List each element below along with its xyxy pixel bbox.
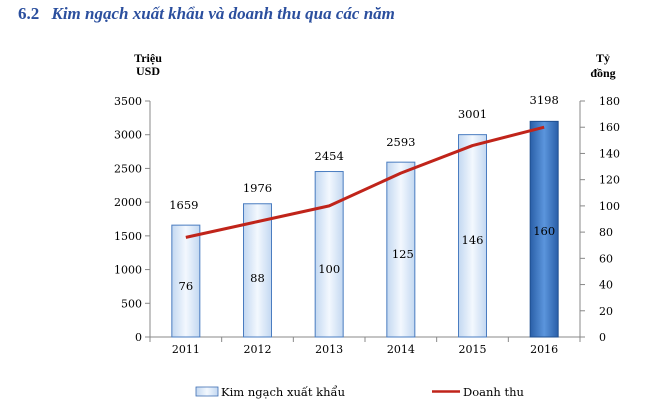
right-tick-label: 40 xyxy=(599,279,613,292)
x-tick-label: 2014 xyxy=(387,343,415,356)
bar xyxy=(314,171,344,338)
x-tick-label: 2011 xyxy=(172,343,200,356)
x-tick-label: 2012 xyxy=(244,343,272,356)
x-tick-label: 2015 xyxy=(459,343,487,356)
right-tick-label: 0 xyxy=(599,331,606,344)
left-tick-label: 500 xyxy=(121,297,142,310)
bar-value-label: 3198 xyxy=(530,93,559,107)
bar xyxy=(458,134,487,338)
bar-value-label: 1976 xyxy=(243,181,272,195)
right-tick-label: 120 xyxy=(599,174,620,187)
bar xyxy=(529,120,559,338)
bar xyxy=(386,161,416,338)
left-tick-label: 2500 xyxy=(114,162,142,175)
right-axis-unit-line1: Tỷ xyxy=(596,51,610,65)
x-tick-label: 2013 xyxy=(315,343,343,356)
left-tick-label: 0 xyxy=(135,331,142,344)
left-tick-label: 3000 xyxy=(114,129,142,142)
line-value-label: 88 xyxy=(250,271,265,285)
right-tick-label: 60 xyxy=(599,252,613,265)
line-value-label: 100 xyxy=(318,262,340,276)
left-tick-label: 1500 xyxy=(114,230,142,243)
legend-bar-label: Kim ngạch xuất khẩu xyxy=(221,385,345,399)
bar-value-label: 2593 xyxy=(386,135,415,149)
left-axis-unit-line1: Triệu xyxy=(134,51,162,65)
left-tick-label: 1000 xyxy=(114,264,142,277)
bar xyxy=(171,224,201,338)
right-tick-label: 180 xyxy=(599,95,620,108)
section-heading: 6.2 Kim ngạch xuất khẩu và doanh thu qua… xyxy=(18,4,395,24)
bar-value-label: 2454 xyxy=(315,149,344,163)
right-tick-label: 160 xyxy=(599,121,620,134)
line-value-label: 76 xyxy=(179,279,194,293)
x-tick-label: 2016 xyxy=(530,343,558,356)
line-value-label: 125 xyxy=(392,247,414,261)
bar xyxy=(243,203,272,338)
line-value-label: 146 xyxy=(462,233,484,247)
bar-value-label: 3001 xyxy=(458,107,487,121)
revenue-line xyxy=(185,125,545,239)
left-tick-label: 2000 xyxy=(114,196,142,209)
bar-value-label: 1659 xyxy=(169,198,198,212)
section-number: 6.2 xyxy=(18,4,40,23)
legend: Kim ngạch xuất khẩu Doanh thu xyxy=(195,385,524,399)
section-title: Kim ngạch xuất khẩu và doanh thu qua các… xyxy=(51,4,395,23)
right-tick-label: 100 xyxy=(599,200,620,213)
right-tick-label: 140 xyxy=(599,147,620,160)
legend-line-label: Doanh thu xyxy=(463,385,524,399)
right-axis-unit-line2: đồng xyxy=(590,66,615,80)
plot-area: 0 500 1000 1500 2000 2500 3000 3500 0 20 40 60 80 100… xyxy=(114,93,620,356)
legend-bar-swatch xyxy=(195,386,219,397)
right-tick-label: 80 xyxy=(599,226,613,239)
left-axis-unit-line2: USD xyxy=(136,64,160,78)
right-tick-label: 20 xyxy=(599,305,613,318)
left-tick-label: 3500 xyxy=(114,95,142,108)
line-value-label: 160 xyxy=(533,224,555,238)
